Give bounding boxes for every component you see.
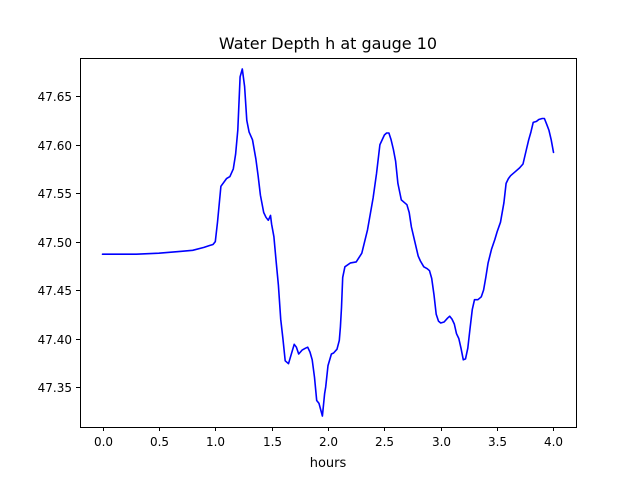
x-tick-label: 1.5 [263, 435, 282, 449]
series-line [101, 68, 555, 417]
y-tick-label: 47.55 [38, 187, 72, 201]
y-tick-label: 47.50 [38, 236, 72, 250]
x-tick-label: 3.0 [432, 435, 451, 449]
x-axis-label: hours [310, 456, 347, 471]
chart-title: Water Depth h at gauge 10 [219, 34, 437, 53]
series-layer [101, 68, 555, 417]
plot-area-frame [80, 58, 577, 428]
y-tick-label: 47.60 [38, 139, 72, 153]
x-tick-label: 2.0 [319, 435, 338, 449]
y-tick-label: 47.40 [38, 333, 72, 347]
x-tick-label: 0.0 [94, 435, 113, 449]
y-tick-label: 47.65 [38, 90, 72, 104]
x-tick-label: 3.5 [488, 435, 507, 449]
axis-ticks: 0.0 0.5 1.0 1.5 2.0 2.5 3.0 3.5 4.0 47.35 47.40 47.… [38, 90, 563, 449]
x-tick-label: 2.5 [375, 435, 394, 449]
y-tick-label: 47.35 [38, 381, 72, 395]
y-tick-label: 47.45 [38, 284, 72, 298]
x-tick-label: 1.0 [206, 435, 225, 449]
x-tick-label: 4.0 [544, 435, 563, 449]
x-tick-label: 0.5 [150, 435, 169, 449]
